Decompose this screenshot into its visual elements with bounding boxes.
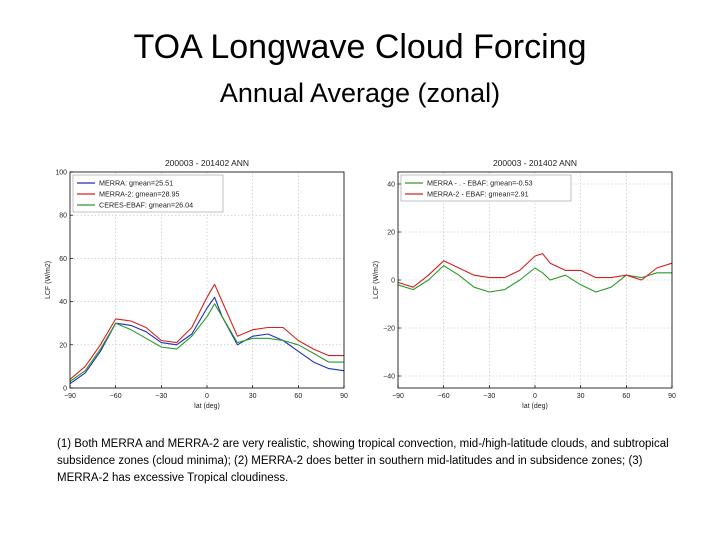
x-tick-label: 60 bbox=[294, 393, 302, 400]
caption-text: (1) Both MERRA and MERRA-2 are very real… bbox=[57, 438, 669, 484]
chart-lcf-difference: 200003 - 201402 ANN −90 −60 −30 0 30 60 90 −40 −2… bbox=[373, 158, 676, 410]
series-line-2 bbox=[69, 283, 344, 380]
y-tick-label: 80 bbox=[59, 213, 67, 220]
series-line-1 bbox=[69, 296, 345, 385]
series-line-3 bbox=[69, 303, 344, 382]
y-tick-label: 40 bbox=[387, 182, 395, 189]
series-line-1 bbox=[397, 265, 672, 293]
y-axis-label: LCF (W/m2) bbox=[45, 261, 52, 299]
series-line-2 bbox=[397, 253, 673, 288]
x-tick-label: −60 bbox=[438, 393, 450, 400]
x-tick-label: 0 bbox=[533, 393, 537, 400]
y-tick-label: 0 bbox=[391, 278, 395, 285]
legend-label-1: MERRA - . - EBAF: gmean=-0.53 bbox=[427, 179, 533, 188]
legend-label-1: MERRA: gmean=25.51 bbox=[99, 179, 173, 188]
chart-title: 200003 - 201402 ANN bbox=[493, 158, 577, 168]
x-tick-label: 30 bbox=[249, 393, 257, 400]
x-tick-label: 30 bbox=[577, 393, 585, 400]
y-tick-label: 20 bbox=[387, 230, 395, 237]
x-tick-label: 0 bbox=[205, 393, 209, 400]
legend-box bbox=[400, 174, 572, 202]
legend-box bbox=[72, 174, 224, 213]
slide-subtitle: Annual Average (zonal) bbox=[219, 78, 501, 108]
y-tick-label: 20 bbox=[59, 342, 67, 349]
legend-label-2: MERRA-2: gmean=28.95 bbox=[99, 190, 180, 199]
y-tick-label: 40 bbox=[59, 299, 67, 306]
y-tick-label: 60 bbox=[59, 256, 67, 263]
x-axis-label: lat (deg) bbox=[194, 403, 220, 410]
y-axis-label: LCF (W/m2) bbox=[373, 261, 380, 299]
x-tick-label: 60 bbox=[622, 393, 630, 400]
x-tick-label: −30 bbox=[155, 393, 167, 400]
y-tick-label: 0 bbox=[63, 386, 67, 393]
x-tick-label: −60 bbox=[110, 393, 122, 400]
caption: (1) Both MERRA and MERRA-2 are very real… bbox=[57, 436, 687, 487]
x-tick-label: 90 bbox=[668, 393, 676, 400]
x-axis-label: lat (deg) bbox=[522, 403, 548, 410]
x-tick-label: −90 bbox=[64, 393, 76, 400]
legend-label-3: CERES-EBAF: gmean=26.04 bbox=[99, 201, 193, 210]
x-tick-label: 90 bbox=[340, 393, 348, 400]
chart-absolute-lcf: 200003 - 201402 ANN −90 −60 −30 0 30 60 90 0 20 40… bbox=[45, 158, 348, 410]
x-tick-label: −90 bbox=[392, 393, 404, 400]
y-tick-label: −20 bbox=[383, 326, 395, 333]
slide-title: TOA Longwave Cloud Forcing bbox=[133, 28, 587, 66]
legend-label-2: MERRA-2 - EBAF: gmean=2.91 bbox=[427, 190, 529, 199]
chart-title: 200003 - 201402 ANN bbox=[165, 158, 249, 168]
y-tick-label: −40 bbox=[383, 374, 395, 381]
x-tick-label: −30 bbox=[483, 393, 495, 400]
y-tick-label: 100 bbox=[55, 170, 67, 177]
